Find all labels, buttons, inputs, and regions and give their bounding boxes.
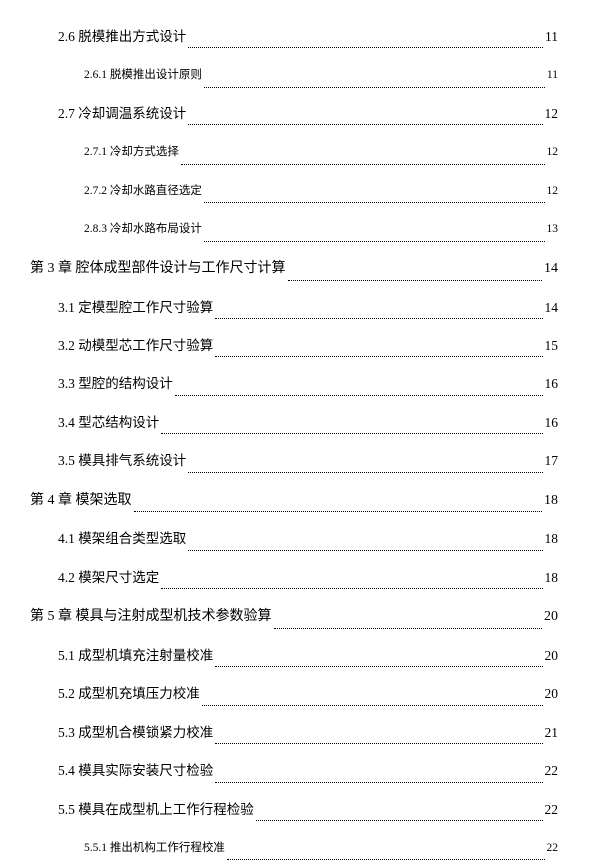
toc-entry-page: 20 (544, 599, 558, 635)
toc-entry: 2.7.2 冷却水路直径选定 12 (84, 174, 558, 209)
toc-entry-page: 16 (545, 367, 559, 401)
toc-leader-dots (288, 280, 543, 281)
toc-entry: 4.2 模架尺寸选定 18 (58, 561, 558, 595)
toc-entry-label: 第 5 章 模具与注射成型机技术参数验算 (30, 599, 272, 635)
toc-entry-page: 14 (545, 291, 559, 325)
toc-entry-label: 5.5 模具在成型机上工作行程检验 (58, 793, 254, 827)
toc-entry-label: 5.5.1 推出机构工作行程校准 (84, 831, 225, 865)
toc-entry: 3.1 定模型腔工作尺寸验算 14 (58, 291, 558, 325)
toc-entry-label: 2.6.1 脱模推出设计原则 (84, 58, 202, 93)
toc-entry-label: 3.5 模具排气系统设计 (58, 444, 186, 478)
toc-entry-page: 17 (545, 444, 559, 478)
toc-leader-dots (175, 395, 543, 396)
toc-entry: 3.2 动模型芯工作尺寸验算 15 (58, 329, 558, 363)
toc-entry-label: 第 4 章 模架选取 (30, 483, 132, 519)
toc-entry: 3.5 模具排气系统设计 17 (58, 444, 558, 478)
toc-entry: 2.7 冷却调温系统设计 12 (58, 97, 558, 131)
toc-entry-label: 2.7.1 冷却方式选择 (84, 135, 179, 170)
toc-leader-dots (256, 820, 543, 821)
toc-entry-label: 2.6 脱模推出方式设计 (58, 20, 186, 54)
toc-leader-dots (134, 511, 543, 512)
toc-leader-dots (188, 124, 542, 125)
toc-entry-label: 2.8.3 冷却水路布局设计 (84, 212, 202, 247)
toc-leader-dots (215, 318, 542, 319)
toc-leader-dots (202, 705, 543, 706)
toc-entry-label: 3.1 定模型腔工作尺寸验算 (58, 291, 213, 325)
toc-leader-dots (181, 164, 545, 165)
toc-entry: 3.3 型腔的结构设计 16 (58, 367, 558, 401)
toc-entry-page: 11 (547, 58, 558, 93)
toc-entry: 第 5 章 模具与注射成型机技术参数验算 20 (30, 599, 558, 635)
toc-entry-label: 5.3 成型机合模锁紧力校准 (58, 716, 213, 750)
toc-entry-label: 2.7 冷却调温系统设计 (58, 97, 186, 131)
toc-leader-dots (215, 356, 542, 357)
toc-leader-dots (215, 743, 542, 744)
toc-entry-page: 22 (545, 793, 559, 827)
toc-entry: 2.7.1 冷却方式选择 12 (84, 135, 558, 170)
toc-entry: 5.5 模具在成型机上工作行程检验 22 (58, 793, 558, 827)
toc-leader-dots (188, 550, 542, 551)
toc-entry-label: 4.1 模架组合类型选取 (58, 522, 186, 556)
toc-entry: 3.4 型芯结构设计 16 (58, 406, 558, 440)
toc-leader-dots (215, 666, 542, 667)
toc-leader-dots (161, 433, 542, 434)
toc-entry-page: 14 (544, 251, 558, 287)
toc-entry-page: 11 (545, 20, 558, 54)
toc-entry: 4.1 模架组合类型选取 18 (58, 522, 558, 556)
toc-entry-page: 21 (545, 716, 559, 750)
toc-entry: 第 3 章 腔体成型部件设计与工作尺寸计算 14 (30, 251, 558, 287)
toc-entry-label: 5.2 成型机充填压力校准 (58, 677, 200, 711)
toc-entry: 5.5.1 推出机构工作行程校准 22 (84, 831, 558, 865)
toc-entry-page: 13 (547, 212, 559, 247)
toc-entry: 5.4 模具实际安装尺寸检验 22 (58, 754, 558, 788)
toc-entry-page: 12 (545, 97, 559, 131)
toc-entry-page: 20 (545, 677, 559, 711)
toc-entry-label: 5.1 成型机填充注射量校准 (58, 639, 213, 673)
toc-entry-page: 18 (545, 522, 559, 556)
toc-entry-label: 2.7.2 冷却水路直径选定 (84, 174, 202, 209)
toc-entry-page: 22 (545, 754, 559, 788)
toc-entry-label: 3.4 型芯结构设计 (58, 406, 159, 440)
toc-entry: 2.6.1 脱模推出设计原则 11 (84, 58, 558, 93)
toc-entry: 2.8.3 冷却水路布局设计 13 (84, 212, 558, 247)
toc-leader-dots (188, 472, 542, 473)
toc-leader-dots (274, 628, 543, 629)
toc-entry-page: 20 (545, 639, 559, 673)
toc-entry-page: 12 (547, 174, 559, 209)
toc-leader-dots (204, 202, 545, 203)
toc-entry-page: 18 (545, 561, 559, 595)
toc-leader-dots (188, 47, 543, 48)
toc-entry: 5.3 成型机合模锁紧力校准 21 (58, 716, 558, 750)
toc-entry-page: 15 (545, 329, 559, 363)
toc-entry-page: 18 (544, 483, 558, 519)
toc-entry: 第 4 章 模架选取 18 (30, 483, 558, 519)
toc-entry-label: 第 3 章 腔体成型部件设计与工作尺寸计算 (30, 251, 286, 287)
toc-entry-label: 3.3 型腔的结构设计 (58, 367, 173, 401)
toc-entry-label: 4.2 模架尺寸选定 (58, 561, 159, 595)
toc-entry-label: 3.2 动模型芯工作尺寸验算 (58, 329, 213, 363)
toc-leader-dots (161, 588, 542, 589)
toc-entry-page: 22 (547, 831, 559, 865)
toc-leader-dots (204, 241, 545, 242)
toc-entry-page: 16 (545, 406, 559, 440)
toc-entry-label: 5.4 模具实际安装尺寸检验 (58, 754, 213, 788)
toc-leader-dots (204, 87, 545, 88)
toc-entry-page: 12 (547, 135, 559, 170)
toc-entry: 2.6 脱模推出方式设计 11 (58, 20, 558, 54)
toc-leader-dots (227, 859, 545, 860)
toc-entry: 5.2 成型机充填压力校准 20 (58, 677, 558, 711)
table-of-contents: 2.6 脱模推出方式设计 11 2.6.1 脱模推出设计原则 11 2.7 冷却调温系统… (30, 20, 558, 865)
toc-leader-dots (215, 782, 542, 783)
toc-entry: 5.1 成型机填充注射量校准 20 (58, 639, 558, 673)
